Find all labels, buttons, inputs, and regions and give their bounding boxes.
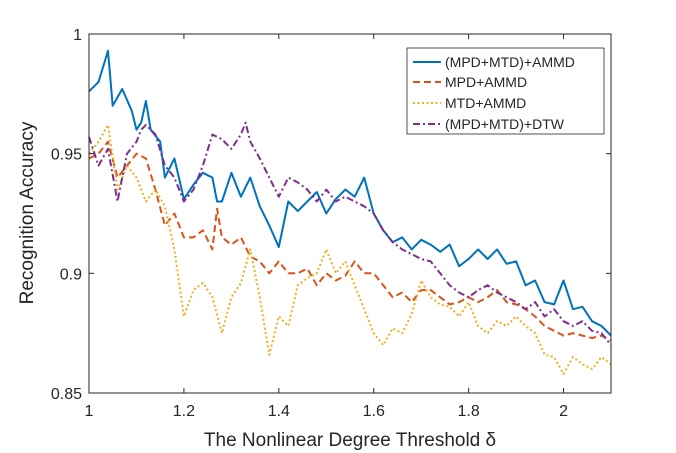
x-tick-label-4: 1.8 [458, 403, 480, 420]
y-tick-label-1: 0.9 [60, 266, 82, 283]
ticks-layer: 1 1.2 1.4 1.6 1.8 2 0.85 0.9 0.95 1 [51, 27, 611, 420]
plot-box [88, 33, 612, 394]
x-tick-label-3: 1.6 [363, 403, 385, 420]
series-line-3 [88, 121, 612, 346]
x-tick-label-5: 2 [559, 403, 568, 420]
series-line-0 [88, 49, 612, 337]
x-axis-label: The Nonlinear Degree Threshold δ [204, 430, 496, 451]
x-tick-label-0: 1 [85, 403, 94, 420]
legend-label-2: MTD+AMMD [445, 95, 526, 111]
x-tick-label-2: 1.4 [268, 403, 290, 420]
series-line-2 [88, 123, 612, 375]
legend-label-3: (MPD+MTD)+DTW [445, 116, 565, 132]
legend: (MPD+MTD)+AMMD MPD+AMMD MTD+AMMD (MPD+MT… [406, 47, 605, 135]
legend-label-0: (MPD+MTD)+AMMD [445, 54, 575, 70]
x-tick-label-1: 1.2 [173, 403, 195, 420]
series-layer [88, 49, 612, 375]
y-tick-label-3: 1 [73, 27, 82, 44]
y-axis-label: Recognition Accuracy [17, 121, 38, 304]
legend-label-1: MPD+AMMD [445, 74, 527, 90]
y-tick-label-2: 0.95 [51, 147, 82, 164]
y-tick-label-0: 0.85 [51, 386, 82, 403]
